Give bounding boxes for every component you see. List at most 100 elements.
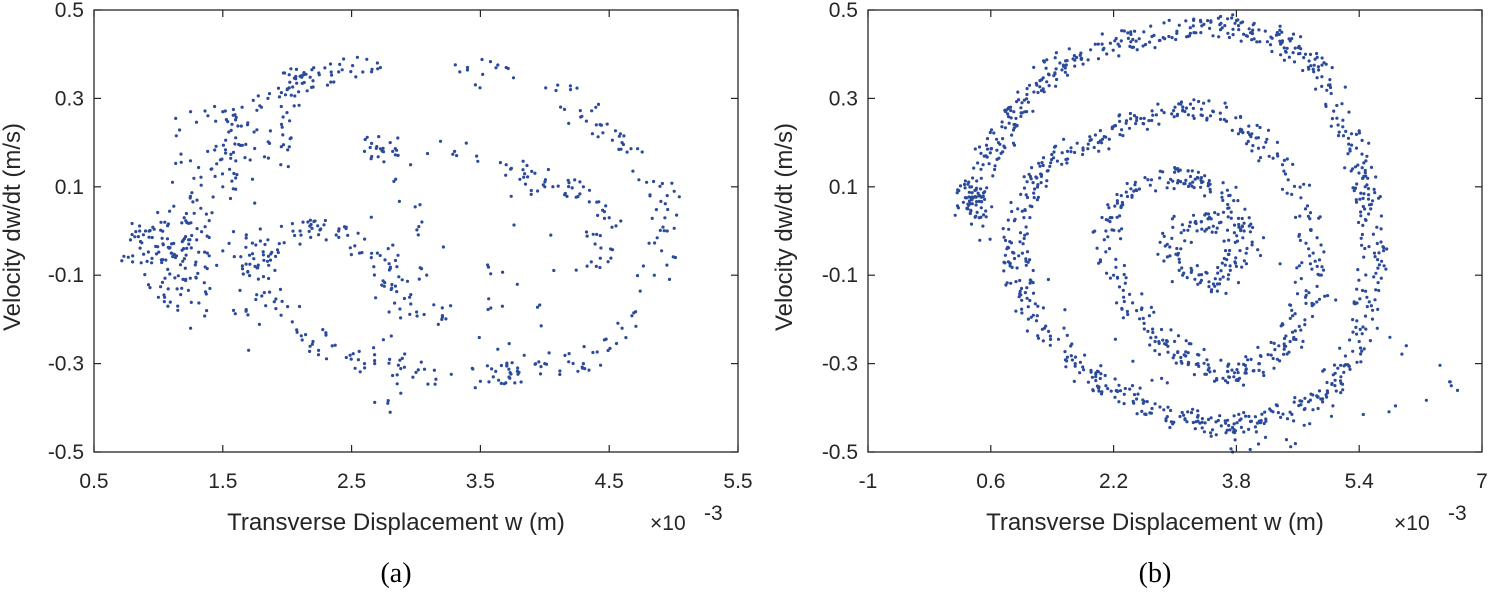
- scatter-point: [596, 213, 600, 217]
- scatter-point: [192, 211, 196, 215]
- scatter-point: [1364, 289, 1368, 293]
- scatter-point: [981, 163, 985, 167]
- scatter-point: [1227, 273, 1231, 277]
- scatter-point: [1338, 379, 1343, 383]
- scatter-point: [1200, 417, 1204, 421]
- scatter-point: [1304, 289, 1308, 293]
- scatter-point: [376, 67, 380, 71]
- scatter-point: [1165, 381, 1169, 385]
- scatter-point: [1316, 65, 1320, 69]
- scatter-point: [1284, 438, 1289, 442]
- scatter-point: [283, 93, 288, 97]
- scatter-point: [349, 253, 353, 257]
- scatter-point: [1242, 430, 1246, 434]
- scatter-point: [1359, 236, 1363, 240]
- x-tick-label: 4.5: [595, 470, 624, 493]
- scatter-point: [976, 191, 980, 195]
- scatter-point: [159, 220, 163, 224]
- scatter-point: [523, 172, 527, 176]
- scatter-point: [390, 282, 394, 287]
- scatter-point: [147, 229, 151, 233]
- scatter-point: [240, 143, 244, 147]
- scatter-point: [416, 368, 420, 372]
- scatter-point: [237, 142, 241, 147]
- scatter-point: [372, 265, 376, 269]
- scatter-point: [181, 259, 185, 263]
- scatter-point: [1448, 380, 1452, 384]
- scatter-point: [138, 229, 142, 233]
- scatter-point: [984, 209, 988, 213]
- scatter-point: [1244, 34, 1248, 38]
- scatter-point: [1227, 375, 1232, 379]
- scatter-point: [563, 193, 567, 197]
- scatter-point: [1196, 282, 1200, 286]
- scatter-point: [1151, 327, 1155, 331]
- scatter-point: [1124, 190, 1128, 194]
- scatter-point: [1142, 327, 1146, 331]
- scatter-point: [1125, 181, 1129, 186]
- scatter-point: [1288, 39, 1292, 43]
- scatter-point: [246, 121, 250, 125]
- plot-frame: [93, 9, 739, 453]
- scatter-point: [1235, 368, 1239, 372]
- scatter-point: [677, 195, 681, 199]
- scatter-point: [1250, 38, 1254, 42]
- scatter-point: [330, 344, 334, 348]
- scatter-point: [1106, 203, 1110, 207]
- scatter-point: [1006, 112, 1010, 116]
- scatter-point: [1026, 100, 1030, 104]
- scatter-point: [139, 261, 143, 265]
- scatter-point: [556, 184, 560, 188]
- scatter-point: [533, 362, 537, 366]
- scatter-point: [1320, 84, 1324, 88]
- scatter-point: [581, 185, 586, 189]
- scatter-point: [978, 238, 982, 242]
- scatter-point: [1280, 30, 1284, 34]
- scatter-point: [981, 224, 985, 228]
- scatter-point: [136, 235, 140, 239]
- scatter-point: [1303, 407, 1307, 411]
- scatter-point: [324, 238, 328, 242]
- scatter-point: [1349, 132, 1354, 136]
- scatter-point: [370, 70, 374, 74]
- scatter-point: [1359, 352, 1363, 356]
- scatter-point: [1100, 215, 1104, 220]
- scatter-point: [165, 237, 170, 241]
- scatter-point: [375, 61, 379, 65]
- scatter-point: [411, 375, 415, 379]
- scatter-point: [389, 287, 393, 292]
- scatter-point: [645, 180, 649, 184]
- scatter-point: [1158, 405, 1162, 409]
- scatter-point: [616, 321, 620, 325]
- scatter-point: [1273, 348, 1277, 352]
- scatter-point: [1188, 102, 1193, 106]
- scatter-point: [134, 230, 138, 234]
- scatter-point: [595, 232, 599, 236]
- scatter-point: [1036, 183, 1040, 187]
- y-tick-label: -0.1: [48, 264, 84, 287]
- scatter-point: [154, 252, 159, 256]
- scatter-point: [1219, 269, 1223, 273]
- scatter-point: [998, 142, 1002, 146]
- scatter-point: [573, 178, 577, 182]
- scatter-point: [221, 185, 225, 189]
- scatter-point: [1296, 46, 1300, 50]
- scatter-point: [579, 115, 583, 119]
- scatter-point: [1114, 265, 1118, 269]
- scatter-point: [1256, 136, 1260, 140]
- scatter-point: [414, 370, 418, 374]
- scatter-point: [211, 195, 215, 199]
- scatter-point: [1098, 139, 1102, 143]
- scatter-point: [1183, 239, 1187, 243]
- scatter-point: [1073, 64, 1077, 68]
- scatter-point: [1180, 266, 1184, 270]
- scatter-point: [299, 334, 303, 338]
- scatter-point: [1216, 418, 1220, 423]
- scatter-point: [1032, 90, 1036, 94]
- scatter-point: [567, 185, 571, 189]
- scatter-point: [1064, 365, 1068, 369]
- scatter-point: [1106, 387, 1110, 391]
- scatter-point: [1348, 367, 1352, 371]
- scatter-point: [179, 160, 183, 164]
- scatter-point: [1191, 106, 1195, 110]
